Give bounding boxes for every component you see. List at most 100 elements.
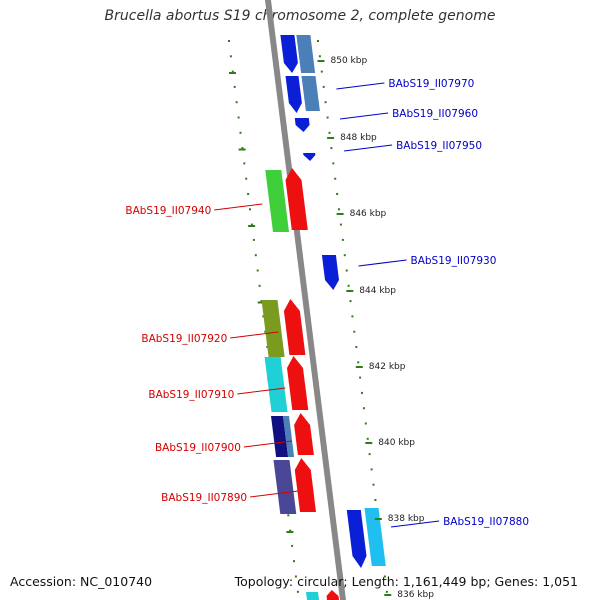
genome-summary: Topology: circular; Length: 1,161,449 bp… [234,574,578,589]
gene-arrow [287,356,309,410]
guide-dot [322,85,325,88]
gene-label: BAbS19_II07910 [148,389,234,401]
guide-dot [317,40,319,42]
guide-dot [241,147,244,150]
guide-dot [262,315,265,318]
guide-dot [383,575,386,578]
guide-dot [252,238,255,241]
guide-dot [341,238,344,241]
leader-line [237,387,286,395]
gene-label: BAbS19_II07940 [125,205,211,217]
guide-dot [258,284,261,287]
gene-arrow [294,458,316,512]
guide-dash [238,148,246,151]
guide-dot [362,407,365,410]
guide-dot [291,544,294,547]
kbp-tick [336,213,344,215]
gene-arrow [283,299,306,355]
gene-arrow [285,168,308,230]
guide-dot [229,55,232,58]
gene-arrow [326,590,339,600]
kbp-tick [346,290,354,292]
guide-dot [318,55,321,58]
gene-label: BAbS19_II07970 [388,78,474,90]
kbp-label: 844 kbp [359,286,396,296]
kbp-label: 838 kbp [388,514,425,524]
guide-dot [349,300,352,303]
gene-arrow [303,153,316,161]
gene-label: BAbS19_II07900 [155,442,241,454]
guide-dot [243,162,246,165]
chromosome-backbone [265,0,346,600]
kbp-label: 836 kbp [397,590,434,600]
leader-line [340,112,389,120]
guide-dot [254,254,257,257]
guide-dot [239,131,242,134]
guide-dot [245,177,248,180]
gene-label: BAbS19_II07950 [396,140,482,152]
gene-block [301,76,320,111]
gene-block [296,35,316,73]
gene-arrow [321,255,339,290]
guide-dot [260,300,263,303]
guide-dot [324,101,327,104]
guide-dot [228,40,230,42]
guide-dot [289,529,292,532]
gene-arrow [294,413,314,455]
gene-label: BAbS19_II07920 [141,333,227,345]
guide-dash [229,72,236,74]
guide-dot [237,116,240,119]
kbp-label: 850 kbp [331,56,368,66]
guide-dash [286,531,294,533]
leader-line [243,440,292,448]
guide-dot [368,453,371,456]
guide-dot [347,284,350,287]
guide-dot [359,376,362,379]
guide-dot [266,346,269,348]
leader-line [344,144,393,152]
gene-label: BAbS19_II07960 [392,108,478,120]
guide-dot [328,131,331,134]
gene-block [273,460,297,514]
leader-line [358,259,407,267]
gene-label: BAbS19_II07880 [443,516,529,528]
kbp-label: 848 kbp [340,133,377,143]
guide-dot [385,590,388,593]
gene-arrow [346,510,367,568]
gene-block [364,508,386,566]
gene-labels: BAbS19_II07970 BAbS19_II07960 BAbS19_II079… [125,78,529,528]
leader-line [336,82,385,90]
guide-dot [345,269,348,272]
guide-dot [247,193,250,195]
kbp-tick [384,594,392,596]
guide-dot [336,193,339,195]
gene-label: BAbS19_II07890 [161,492,247,504]
leader-line [214,203,263,211]
guide-dot [294,575,297,578]
guide-dot [326,116,329,119]
kbp-tick [317,60,325,62]
gene-block [261,300,285,357]
guide-dot [320,70,323,73]
gene-block [271,416,289,457]
guide-dot [296,590,299,593]
gene-block [306,592,319,600]
gene-features [261,35,386,600]
gene-block [264,357,288,412]
guide-dot [233,85,236,88]
guide-dot [256,269,259,272]
leader-line [230,331,279,339]
guide-dot [235,101,238,104]
guide-dot [334,177,337,180]
map-title: Brucella abortus S19 chromosome 2, compl… [104,8,496,24]
accession-label: Accession: NC_010740 [10,574,153,589]
guide-dot [330,147,333,150]
leader-line [391,520,440,528]
gene-label: BAbS19_II07930 [411,255,497,267]
guide-dot [264,330,267,333]
guide-dot [332,162,335,165]
guide-dot [338,208,340,211]
guide-dot [339,223,342,226]
guide-dot [249,208,251,211]
guide-dash [248,225,256,227]
